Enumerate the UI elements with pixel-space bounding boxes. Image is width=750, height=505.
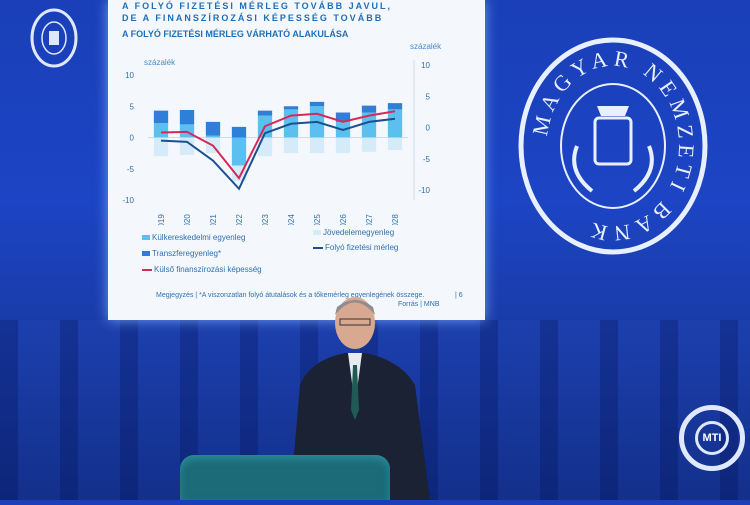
x-tick-label: 2023 — [261, 214, 270, 225]
bar-transzferegyenleg- — [387, 103, 403, 110]
x-tick-label: 2026 — [339, 214, 348, 225]
bar-transzferegyenleg- — [361, 105, 377, 113]
legend-transfer: Transzferegyenleg* — [142, 249, 221, 258]
bar-j-vedelemegyenleg — [283, 137, 299, 154]
x-tick-label: 2020 — [183, 214, 192, 225]
right-tick-label: -10 — [418, 186, 430, 195]
bar-k-lkereskedelmi-egyenleg — [387, 109, 403, 138]
current-account-chart: 10 5 0 -5 -10 10 5 0 -5 -10 2019 2020 2021 2022 2023 20… — [122, 60, 431, 225]
right-tick-label: -5 — [423, 155, 431, 164]
mnb-seal-logo: MAGYAR NEMZETI BANK — [518, 37, 708, 255]
left-tick-label: 10 — [125, 71, 134, 80]
bar-k-lkereskedelmi-egyenleg — [231, 137, 247, 166]
x-tick-label: 2024 — [287, 214, 296, 225]
left-tick-label: -5 — [127, 165, 135, 174]
bar-j-vedelemegyenleg — [361, 137, 377, 152]
left-tick-label: -10 — [122, 196, 134, 205]
legend-income: Jövedelemegyenleg — [313, 228, 394, 237]
bar-j-vedelemegyenleg — [309, 137, 325, 154]
legend-financing: Külső finanszírozási képesség — [142, 265, 262, 274]
bar-transzferegyenleg- — [309, 101, 325, 107]
right-tick-label: 5 — [426, 92, 431, 101]
slide-source: Forrás | MNB — [398, 301, 440, 308]
bar-transzferegyenleg- — [205, 121, 221, 136]
legend-current-account: Folyó fizetési mérleg — [313, 243, 398, 252]
left-axis-unit: százalék — [144, 58, 176, 67]
bar-transzferegyenleg- — [335, 112, 351, 122]
bar-transzferegyenleg- — [231, 126, 247, 138]
right-tick-label: 0 — [426, 124, 431, 133]
mti-logo: MTI — [679, 405, 745, 471]
line-k-ls-finansz-roz-si-k-pess-g — [160, 110, 396, 180]
presentation-slide: A FOLYÓ FIZETÉSI MÉRLEG TOVÁBB JAVUL, DE… — [108, 0, 485, 320]
left-tick-label: 0 — [130, 134, 135, 143]
right-tick-label: 10 — [421, 61, 430, 70]
line-foly-fizet-si-m-rleg — [160, 117, 396, 191]
page-number: | 6 — [455, 292, 463, 299]
bar-j-vedelemegyenleg — [153, 137, 169, 157]
x-tick-label: 2021 — [209, 214, 218, 225]
bar-j-vedelemegyenleg — [257, 137, 273, 157]
left-tick-label: 5 — [130, 102, 135, 111]
bar-j-vedelemegyenleg — [387, 137, 403, 150]
svg-text:MAGYAR NEMZETI BANK: MAGYAR NEMZETI BANK — [527, 45, 699, 246]
slide-title-line1: A FOLYÓ FIZETÉSI MÉRLEG TOVÁBB JAVUL, — [122, 1, 393, 11]
bar-transzferegyenleg- — [179, 110, 195, 125]
right-axis-unit: százalék — [410, 42, 442, 51]
x-tick-label: 2028 — [391, 214, 400, 225]
podium — [180, 455, 390, 500]
bar-transzferegyenleg- — [257, 110, 273, 116]
x-tick-label: 2019 — [157, 214, 166, 225]
x-tick-label: 2025 — [313, 214, 322, 225]
x-tick-label: 2022 — [235, 214, 244, 225]
bar-k-lkereskedelmi-egyenleg — [153, 123, 169, 138]
bar-j-vedelemegyenleg — [335, 137, 351, 154]
chart-title: A FOLYÓ FIZETÉSI MÉRLEG VÁRHATÓ ALAKULÁS… — [122, 29, 349, 39]
mnb-small-logo — [30, 8, 78, 68]
slide-note: Megjegyzés | *A viszonzatlan folyó átuta… — [156, 292, 425, 299]
legend-trade: Külkereskedelmi egyenleg — [142, 233, 245, 242]
bar-k-lkereskedelmi-egyenleg — [205, 135, 221, 138]
x-tick-label: 2027 — [365, 214, 374, 225]
bar-transzferegyenleg- — [283, 106, 299, 110]
bar-k-lkereskedelmi-egyenleg — [361, 112, 377, 138]
bar-transzferegyenleg- — [153, 110, 169, 124]
slide-title-line2: DE A FINANSZÍROZÁSI KÉPESSÉG TOVÁBB — [122, 13, 384, 23]
